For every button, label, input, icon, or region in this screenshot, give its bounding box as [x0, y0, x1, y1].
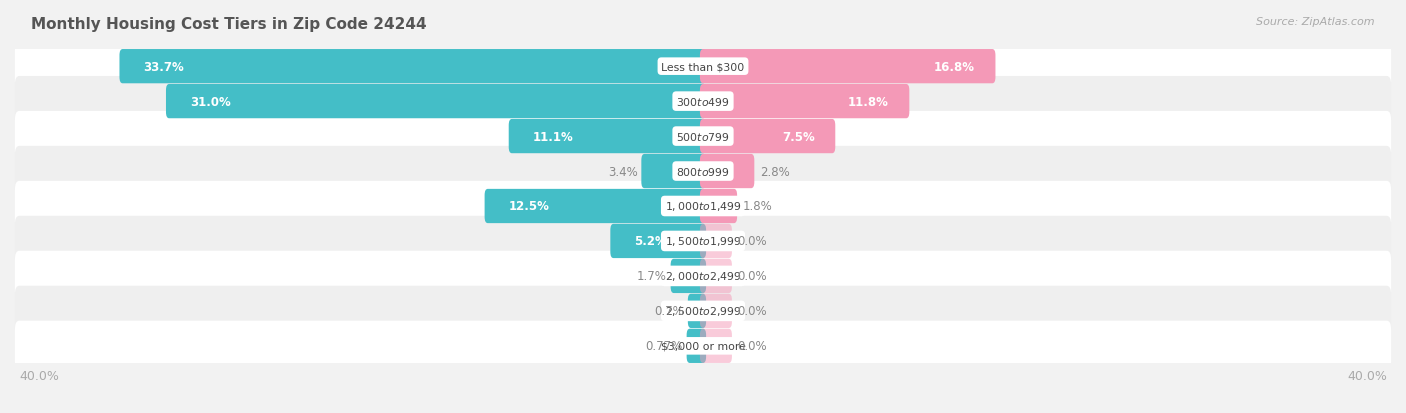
Text: 40.0%: 40.0% [20, 369, 59, 382]
FancyBboxPatch shape [688, 294, 706, 328]
FancyBboxPatch shape [610, 224, 706, 259]
Text: Source: ZipAtlas.com: Source: ZipAtlas.com [1257, 17, 1375, 26]
FancyBboxPatch shape [700, 154, 755, 189]
FancyBboxPatch shape [700, 259, 733, 293]
Text: 2.8%: 2.8% [759, 165, 790, 178]
Text: 16.8%: 16.8% [934, 61, 976, 74]
Text: 33.7%: 33.7% [143, 61, 184, 74]
Text: $1,500 to $1,999: $1,500 to $1,999 [665, 235, 741, 248]
FancyBboxPatch shape [700, 190, 737, 223]
Text: 40.0%: 40.0% [1347, 369, 1386, 382]
FancyBboxPatch shape [686, 329, 706, 363]
FancyBboxPatch shape [509, 120, 706, 154]
Text: 31.0%: 31.0% [190, 95, 231, 108]
Text: $500 to $799: $500 to $799 [676, 131, 730, 143]
FancyBboxPatch shape [15, 77, 1391, 127]
FancyBboxPatch shape [15, 112, 1391, 162]
Text: $800 to $999: $800 to $999 [676, 166, 730, 178]
FancyBboxPatch shape [15, 181, 1391, 232]
FancyBboxPatch shape [700, 224, 733, 259]
Text: $2,500 to $2,999: $2,500 to $2,999 [665, 305, 741, 318]
Text: $3,000 or more: $3,000 or more [661, 341, 745, 351]
FancyBboxPatch shape [15, 216, 1391, 266]
FancyBboxPatch shape [166, 85, 706, 119]
FancyBboxPatch shape [15, 42, 1391, 92]
FancyBboxPatch shape [671, 259, 706, 293]
Text: 5.2%: 5.2% [634, 235, 666, 248]
FancyBboxPatch shape [700, 329, 733, 363]
Text: 1.7%: 1.7% [637, 270, 666, 283]
Text: 0.0%: 0.0% [738, 305, 768, 318]
Text: 11.8%: 11.8% [848, 95, 889, 108]
Text: $1,000 to $1,499: $1,000 to $1,499 [665, 200, 741, 213]
FancyBboxPatch shape [641, 154, 706, 189]
FancyBboxPatch shape [700, 85, 910, 119]
FancyBboxPatch shape [700, 50, 995, 84]
FancyBboxPatch shape [15, 147, 1391, 197]
Text: 0.77%: 0.77% [645, 339, 683, 352]
Text: 11.1%: 11.1% [533, 130, 574, 143]
FancyBboxPatch shape [120, 50, 706, 84]
Text: 7.5%: 7.5% [782, 130, 815, 143]
FancyBboxPatch shape [700, 120, 835, 154]
Text: 0.0%: 0.0% [738, 235, 768, 248]
Text: 0.0%: 0.0% [738, 339, 768, 352]
FancyBboxPatch shape [15, 251, 1391, 301]
Text: 3.4%: 3.4% [607, 165, 637, 178]
FancyBboxPatch shape [700, 294, 733, 328]
Text: Monthly Housing Cost Tiers in Zip Code 24244: Monthly Housing Cost Tiers in Zip Code 2… [31, 17, 426, 31]
FancyBboxPatch shape [15, 286, 1391, 336]
Text: 1.8%: 1.8% [742, 200, 772, 213]
Text: 0.0%: 0.0% [738, 270, 768, 283]
FancyBboxPatch shape [15, 321, 1391, 371]
Text: $2,000 to $2,499: $2,000 to $2,499 [665, 270, 741, 283]
Text: 0.7%: 0.7% [654, 305, 685, 318]
FancyBboxPatch shape [485, 190, 706, 223]
Text: 12.5%: 12.5% [509, 200, 550, 213]
Text: Less than $300: Less than $300 [661, 62, 745, 72]
Text: $300 to $499: $300 to $499 [676, 96, 730, 108]
